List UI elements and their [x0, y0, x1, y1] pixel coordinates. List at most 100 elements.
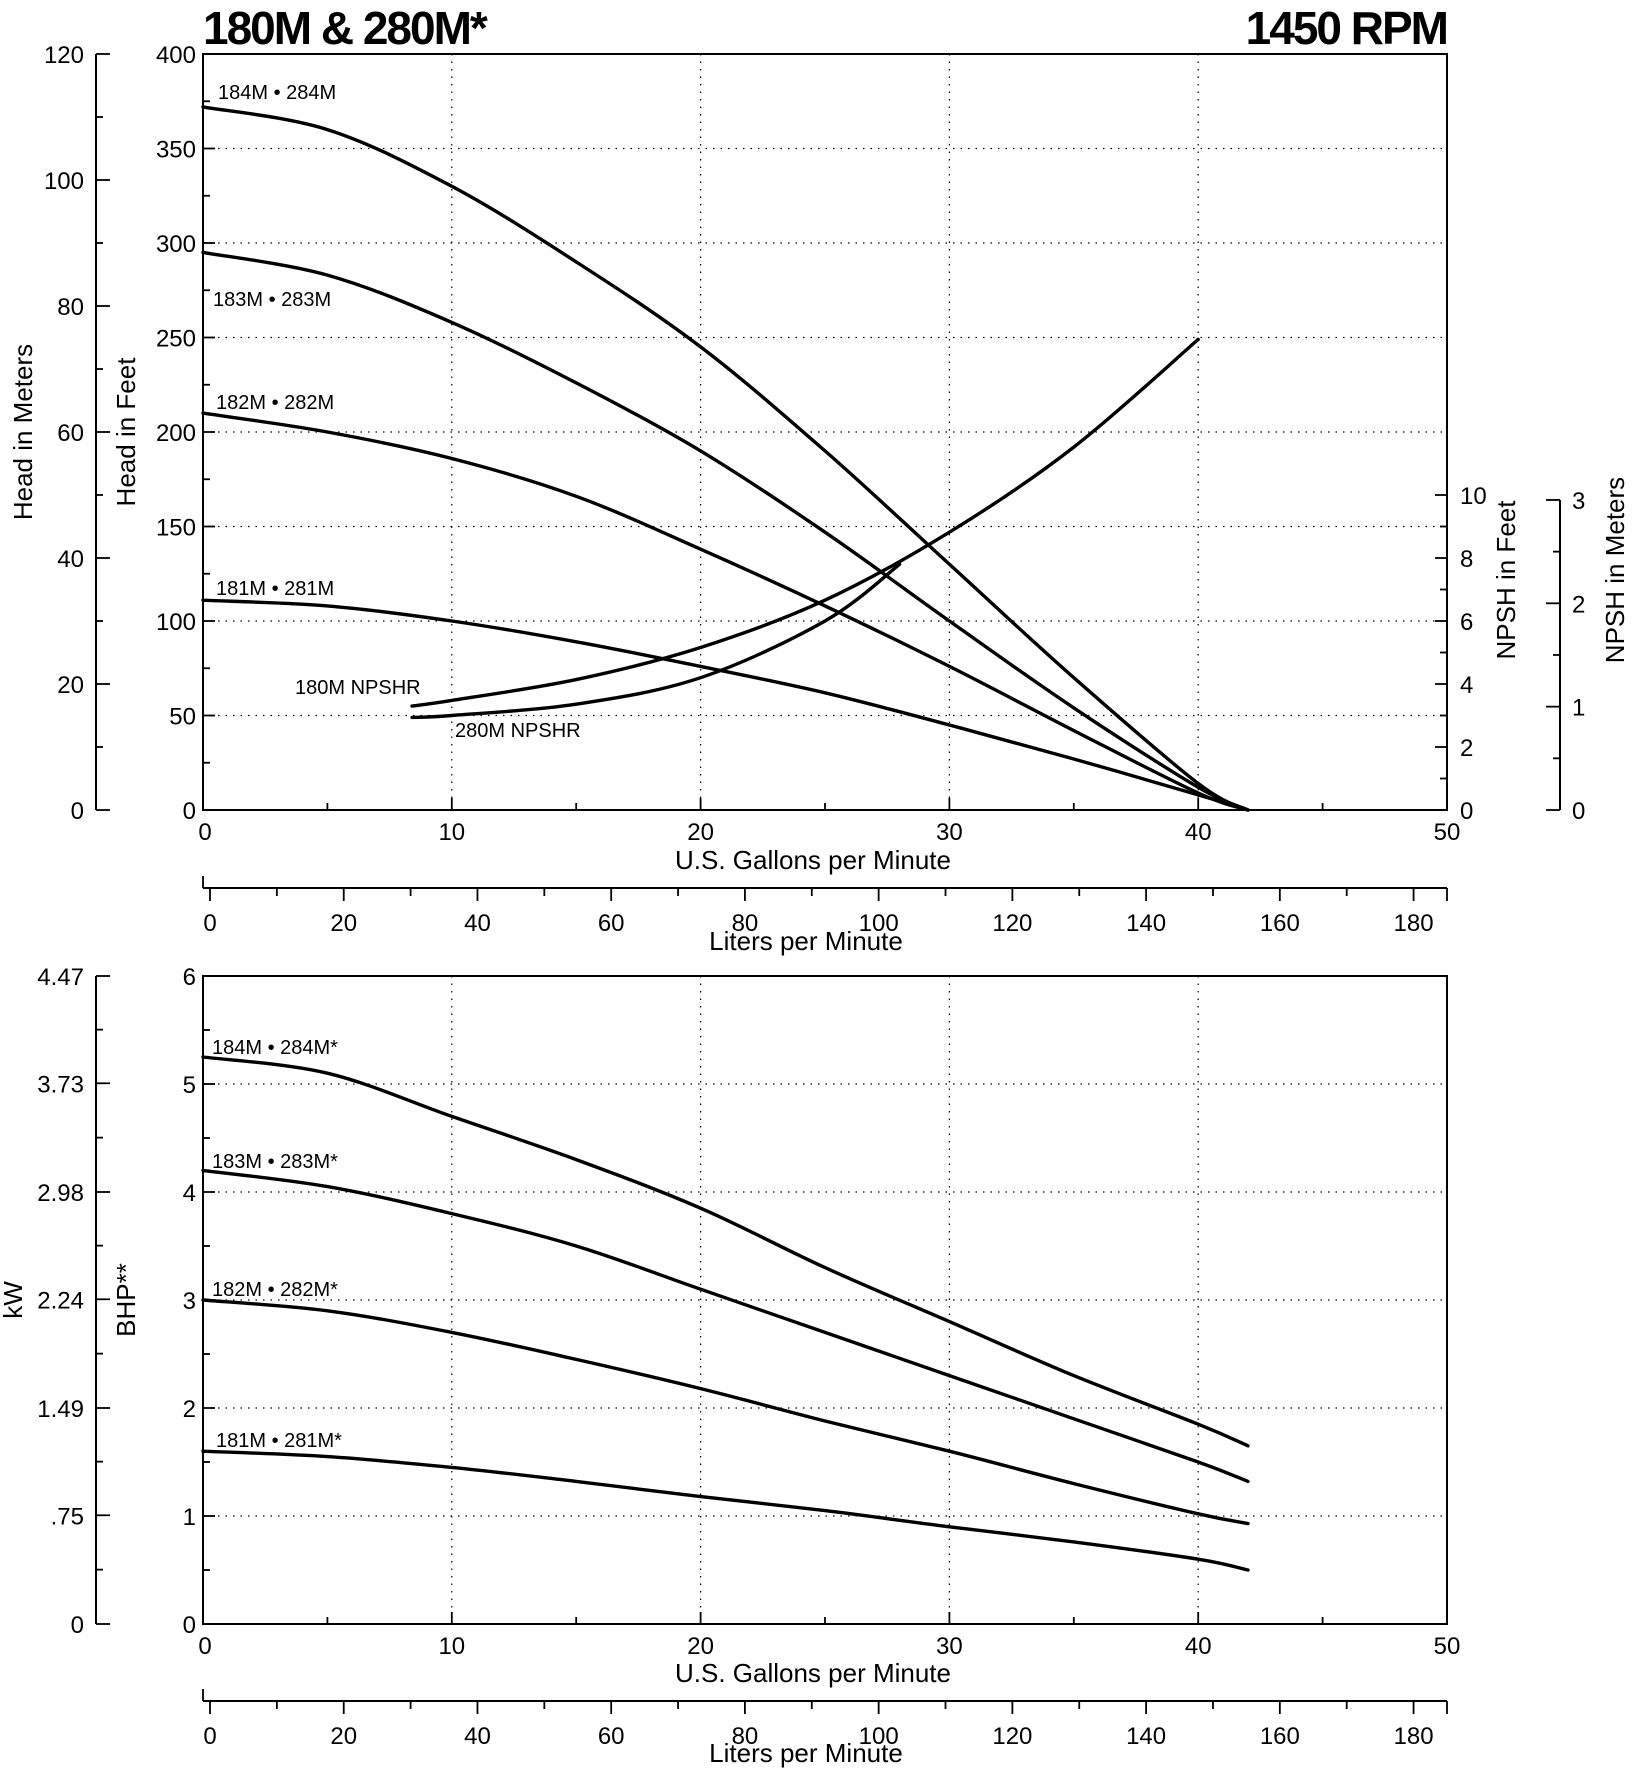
y-tick-label: 50: [169, 704, 196, 731]
series-line: [201, 411, 1250, 812]
series-label: 183M • 283M: [213, 289, 331, 311]
x-tick-label: 10: [438, 1633, 465, 1660]
x-tick-label: 20: [687, 819, 714, 846]
lpm-tick-label: 120: [992, 1723, 1032, 1750]
x-tick-label: 10: [438, 819, 465, 846]
lpm-tick-label: 80: [732, 910, 759, 937]
x-tick-label: 20: [687, 1633, 714, 1660]
power-chart: 0 10 20 30 40 50U.S. Gallons per Minute012345…: [0, 964, 1460, 1768]
y2-tick-label: 0: [71, 1612, 84, 1639]
y2-tick-label: 0: [71, 798, 84, 825]
y3-tick-label: 10: [1460, 483, 1487, 510]
series-label: 184M • 284M*: [212, 1037, 338, 1059]
y2-axis-title: Head in Meters: [8, 344, 38, 520]
plot-frame: [202, 975, 1448, 1625]
x-tick-label: 50: [1434, 1633, 1461, 1660]
head-chart: 0 10 20 30 40 50U.S. Gallons per Minute050100…: [8, 42, 1630, 956]
series-line: [201, 1055, 1250, 1448]
lpm-tick-label: 100: [859, 1723, 899, 1750]
series-label: 182M • 282M: [216, 392, 334, 414]
y-axis-title: Head in Feet: [111, 357, 141, 507]
y2-tick-label: 20: [57, 672, 84, 699]
y-tick-label: 1: [183, 1504, 196, 1531]
lpm-tick-label: 160: [1260, 1723, 1300, 1750]
x-axis-title: U.S. Gallons per Minute: [675, 1658, 951, 1688]
y-tick-label: 0: [183, 798, 196, 825]
lpm-tick-label: 140: [1126, 1723, 1166, 1750]
y-tick-label: 6: [183, 964, 196, 991]
y-tick-label: 350: [156, 137, 196, 164]
y-tick-label: 400: [156, 42, 196, 69]
y2-tick-label: 4.47: [37, 964, 84, 991]
lpm-tick-label: 20: [330, 910, 357, 937]
y-tick-label: 200: [156, 420, 196, 447]
lpm-tick-label: 60: [598, 910, 625, 937]
y2-tick-label: 2.98: [37, 1180, 84, 1207]
x-axis-title: U.S. Gallons per Minute: [675, 845, 951, 875]
y3-tick-label: 8: [1460, 546, 1473, 573]
y-tick-label: 3: [183, 1288, 196, 1315]
lpm-tick-label: 180: [1394, 910, 1434, 937]
y3-axis-title: NPSH in Feet: [1491, 500, 1521, 660]
lpm-tick-label: 140: [1126, 910, 1166, 937]
lpm-tick-label: 100: [859, 910, 899, 937]
series-line: [201, 1168, 1250, 1484]
y2-tick-label: .75: [51, 1503, 84, 1530]
y2-tick-label: 60: [57, 420, 84, 447]
lpm-axis-title: Liters per Minute: [709, 1738, 903, 1768]
y3-tick-label: 4: [1460, 672, 1473, 699]
y4-tick-label: 2: [1572, 591, 1585, 618]
x-tick-label: 50: [1434, 819, 1461, 846]
chart-rpm-title: 1450 RPM: [1246, 2, 1447, 54]
lpm-tick-label: 40: [464, 1723, 491, 1750]
y2-tick-label: 3.73: [37, 1071, 84, 1098]
y3-tick-label: 0: [1460, 798, 1473, 825]
series-label: 184M • 284M: [218, 82, 336, 104]
series-line: [201, 598, 1250, 812]
lpm-axis-title: Liters per Minute: [709, 926, 903, 956]
y4-tick-label: 0: [1572, 798, 1585, 825]
x-tick-label: 30: [936, 819, 963, 846]
series-line: [201, 250, 1250, 812]
x-tick-label: 0: [198, 819, 211, 846]
y-tick-label: 4: [183, 1180, 196, 1207]
lpm-tick-label: 120: [992, 910, 1032, 937]
lpm-tick-label: 180: [1394, 1723, 1434, 1750]
x-tick-label: 40: [1185, 819, 1212, 846]
y2-tick-label: 100: [44, 168, 84, 195]
x-tick-label: 0: [198, 1633, 211, 1660]
series-label: 181M • 281M*: [216, 1430, 342, 1452]
series-line: [201, 105, 1250, 812]
lpm-tick-label: 0: [203, 1723, 216, 1750]
y-tick-label: 0: [183, 1612, 196, 1639]
lpm-tick-label: 40: [464, 910, 491, 937]
y2-axis-title: kW: [0, 1281, 28, 1319]
chart-title: 180M & 280M*: [203, 2, 488, 54]
y-tick-label: 100: [156, 609, 196, 636]
lpm-tick-label: 60: [598, 1723, 625, 1750]
series-line: [410, 337, 1200, 708]
series-label: 182M • 282M*: [212, 1279, 338, 1301]
series-line: [201, 1298, 1250, 1526]
lpm-tick-label: 20: [330, 1723, 357, 1750]
y-tick-label: 150: [156, 515, 196, 542]
y2-tick-label: 40: [57, 546, 84, 573]
series-label: 181M • 281M: [216, 578, 334, 600]
y2-tick-label: 80: [57, 294, 84, 321]
y-tick-label: 2: [183, 1396, 196, 1423]
y2-tick-label: 1.49: [37, 1396, 84, 1423]
y3-tick-label: 6: [1460, 609, 1473, 636]
y4-tick-label: 3: [1572, 488, 1585, 515]
y-tick-label: 250: [156, 326, 196, 353]
y-tick-label: 300: [156, 231, 196, 258]
series-line: [410, 562, 902, 720]
y2-tick-label: 2.24: [37, 1287, 84, 1314]
x-tick-label: 30: [936, 1633, 963, 1660]
series-label: 280M NPSHR: [455, 720, 581, 742]
y-axis-title: BHP**: [111, 1263, 141, 1337]
lpm-tick-label: 160: [1260, 910, 1300, 937]
lpm-tick-label: 80: [732, 1723, 759, 1750]
y4-tick-label: 1: [1572, 695, 1585, 722]
